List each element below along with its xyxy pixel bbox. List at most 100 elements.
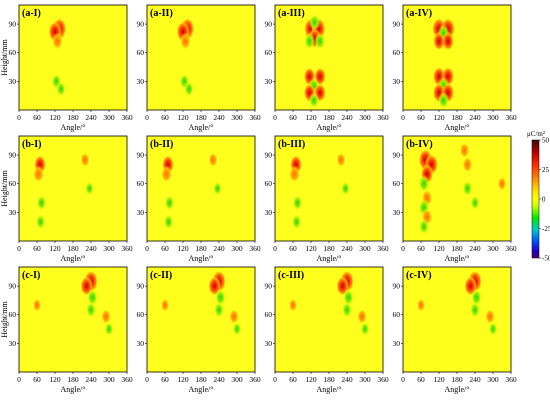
positive-charge-spot — [357, 308, 367, 325]
y-tick-label: 30 — [9, 77, 17, 86]
x-tick-label: 180 — [67, 113, 79, 122]
x-tick-label: 0 — [273, 244, 277, 253]
x-tick-label: 180 — [67, 244, 79, 253]
panel-c-i: (c-I) 0 60 120 180 240 300 360 Angle/° 30 60 90 Heig… — [0, 266, 133, 394]
positive-charge-spot — [229, 308, 239, 325]
charge-blobs — [160, 270, 242, 337]
x-tick-label: 240 — [341, 113, 353, 122]
negative-charge-spot — [342, 301, 352, 318]
colorbar-tick-label: -25 — [542, 225, 550, 233]
x-tick-label: 180 — [323, 113, 335, 122]
panel-b-iii: (b-III) 0 60 120 180 240 300 360 Angle/° 30 60 90 — [265, 135, 389, 263]
x-tick-label: 360 — [505, 375, 517, 384]
x-tick-label: 360 — [249, 375, 261, 384]
negative-charge-spot — [470, 301, 480, 318]
negative-charge-spot — [85, 181, 94, 196]
x-tick-label: 0 — [145, 113, 149, 122]
x-tick-label: 120 — [433, 244, 445, 253]
x-tick-label: 0 — [401, 113, 405, 122]
y-tick-label: 30 — [137, 208, 145, 217]
x-tick-label: 60 — [161, 244, 169, 253]
x-tick-label: 240 — [85, 244, 97, 253]
y-tick-label: 30 — [137, 339, 145, 348]
charge-blobs — [33, 152, 94, 230]
x-tick-label: 300 — [487, 244, 499, 253]
panel-a-ii: (a-II) 0 60 120 180 240 300 360 Angle/° 30 60 90 — [137, 4, 261, 132]
negative-charge-spot — [438, 91, 449, 110]
colorbar-tick-label: 0 — [542, 196, 546, 204]
y-tick-label: 60 — [9, 48, 17, 57]
x-tick-label: 60 — [161, 113, 169, 122]
y-tick-label: 30 — [393, 77, 401, 86]
panel-label: (a-II) — [150, 8, 173, 19]
x-tick-label: 300 — [359, 113, 371, 122]
panel-c-ii: (c-II) 0 60 120 180 240 300 360 Angle/° 30 60 90 — [137, 266, 261, 394]
negative-charge-spot — [86, 301, 96, 318]
x-tick-label: 360 — [249, 113, 261, 122]
x-tick-label: 60 — [33, 375, 41, 384]
x-tick-label: 60 — [33, 244, 41, 253]
positive-charge-spot — [33, 165, 44, 183]
x-tick-label: 60 — [289, 375, 297, 384]
panel-label: (b-II) — [150, 139, 173, 150]
x-tick-label: 120 — [177, 113, 189, 122]
x-tick-label: 0 — [17, 244, 21, 253]
charge-blobs — [303, 13, 326, 109]
x-tick-label: 120 — [177, 375, 189, 384]
negative-charge-spot — [215, 288, 226, 307]
charge-blobs — [418, 142, 507, 235]
panel-a-i: (a-I) 0 60 120 180 240 300 360 Angle/° 30 60 90 Heig… — [0, 4, 133, 132]
negative-charge-spot — [343, 288, 354, 307]
y-tick-label: 60 — [393, 48, 401, 57]
y-tick-label: 60 — [9, 179, 17, 188]
x-tick-label: 60 — [417, 375, 425, 384]
charge-blobs — [288, 270, 370, 337]
negative-charge-spot — [232, 321, 242, 337]
colorbar-gradient — [531, 139, 540, 259]
positive-charge-spot — [336, 152, 346, 168]
x-tick-label: 240 — [213, 113, 225, 122]
x-tick-label: 360 — [377, 375, 389, 384]
negative-charge-spot — [35, 214, 46, 230]
negative-charge-spot — [418, 175, 430, 193]
colorbar-tick-label: 50 — [542, 137, 550, 145]
x-tick-label: 120 — [177, 244, 189, 253]
x-tick-label: 240 — [213, 375, 225, 384]
negative-charge-spot — [419, 218, 429, 235]
positive-charge-spot — [442, 32, 454, 51]
panel-label: (b-I) — [22, 139, 41, 150]
positive-charge-spot — [180, 32, 191, 50]
x-axis-label: Angle/° — [189, 254, 214, 263]
x-tick-label: 120 — [49, 113, 61, 122]
x-tick-label: 60 — [417, 244, 425, 253]
y-tick-label: 90 — [393, 282, 401, 291]
y-tick-label: 60 — [137, 48, 145, 57]
panel-background — [275, 267, 383, 372]
panel-label: (c-III) — [278, 270, 304, 281]
y-tick-label: 60 — [137, 179, 145, 188]
panel-b-iv: (b-IV) 0 60 120 180 240 300 360 Angle/° 30 60 90 — [393, 135, 517, 263]
x-axis-label: Angle/° — [317, 254, 342, 263]
x-tick-label: 300 — [487, 375, 499, 384]
negative-charge-spot — [291, 214, 302, 230]
panel-b-ii: (b-II) 0 60 120 180 240 300 360 Angle/° 30 60 90 — [137, 135, 261, 263]
x-tick-label: 60 — [289, 244, 297, 253]
y-tick-label: 30 — [393, 208, 401, 217]
y-tick-label: 60 — [265, 310, 273, 319]
negative-charge-spot — [56, 81, 66, 97]
panel-c-iv: (c-IV) 0 60 120 180 240 300 360 Angle/° 30 60 90 — [393, 266, 517, 394]
panel-label: (c-I) — [22, 270, 40, 281]
x-tick-label: 120 — [305, 113, 317, 122]
x-tick-label: 120 — [433, 375, 445, 384]
y-axis-label: Height/mm — [0, 170, 9, 207]
negative-charge-spot — [488, 321, 498, 337]
panel-label: (b-IV) — [406, 139, 433, 150]
negative-charge-spot — [36, 194, 47, 211]
charge-blobs — [416, 270, 498, 337]
heatmap-panels: (a-I)0 60 120 180 240 300 360Angle/°306090Heig… — [0, 4, 517, 394]
x-tick-label: 180 — [195, 113, 207, 122]
x-tick-label: 0 — [17, 113, 21, 122]
positive-charge-spot — [416, 298, 426, 312]
y-tick-label: 90 — [137, 151, 145, 160]
